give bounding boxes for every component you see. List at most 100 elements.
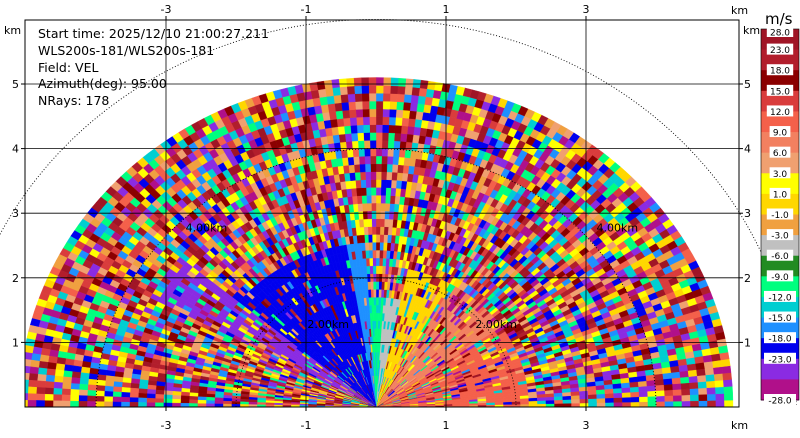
velocity-cell	[375, 163, 382, 172]
velocity-cell	[630, 391, 640, 398]
velocity-cell	[356, 195, 363, 205]
velocity-cell	[338, 78, 348, 88]
velocity-cell	[379, 242, 384, 251]
velocity-cell	[371, 226, 377, 235]
velocity-cell	[350, 124, 358, 134]
velocity-cell	[705, 373, 716, 382]
velocity-cell	[362, 218, 369, 228]
velocity-cell	[382, 85, 391, 94]
velocity-cell	[351, 140, 359, 150]
velocity-cell	[672, 383, 682, 391]
velocity-cell	[621, 391, 632, 398]
velocity-cell	[416, 103, 425, 113]
velocity-cell	[411, 86, 420, 96]
velocity-cell	[393, 140, 401, 150]
velocity-cell	[419, 79, 429, 90]
velocity-cell	[349, 117, 358, 126]
velocity-cell	[689, 388, 699, 396]
velocity-cell	[520, 400, 530, 405]
velocity-cell	[384, 210, 390, 220]
velocity-cell	[396, 101, 404, 111]
velocity-cell	[375, 343, 378, 353]
velocity-cell	[369, 124, 377, 133]
velocity-cell	[385, 187, 392, 196]
velocity-cell	[350, 132, 359, 142]
velocity-cell	[425, 88, 435, 98]
velocity-cell	[379, 218, 385, 227]
velocity-cell	[382, 257, 387, 267]
velocity-cell	[722, 372, 732, 381]
velocity-cell	[621, 387, 631, 393]
velocity-cell	[388, 218, 394, 228]
velocity-cell	[364, 163, 371, 173]
velocity-cell	[375, 297, 379, 306]
velocity-cell	[358, 148, 365, 157]
velocity-cell	[372, 257, 377, 266]
velocity-cell	[375, 202, 381, 212]
velocity-cell	[385, 179, 392, 189]
velocity-cell	[370, 155, 377, 165]
velocity-cell	[562, 402, 572, 407]
velocity-cell	[545, 399, 555, 404]
velocity-cell	[715, 386, 725, 395]
velocity-cell	[355, 108, 364, 118]
velocity-cell	[698, 400, 708, 407]
velocity-cell	[364, 155, 371, 165]
velocity-cell	[378, 265, 383, 275]
velocity-cell	[375, 108, 384, 118]
velocity-cell	[545, 403, 555, 407]
velocity-cell	[375, 92, 384, 102]
velocity-cell	[381, 155, 388, 165]
velocity-cell	[354, 93, 363, 102]
velocity-cell	[715, 400, 725, 407]
velocity-cell	[371, 234, 377, 243]
velocity-cell	[418, 87, 428, 97]
velocity-cell	[378, 257, 384, 267]
velocity-cell	[404, 149, 412, 159]
velocity-cell	[380, 171, 387, 180]
velocity-cell	[637, 380, 648, 387]
velocity-cell	[388, 211, 395, 220]
velocity-cell	[394, 124, 402, 134]
velocity-cell	[664, 395, 674, 402]
velocity-cell	[370, 171, 377, 180]
velocity-cell	[355, 187, 362, 197]
velocity-cell	[715, 393, 725, 401]
velocity-cell	[373, 297, 377, 306]
velocity-cell	[381, 140, 389, 149]
velocity-cell	[373, 312, 377, 321]
velocity-cell	[706, 387, 716, 395]
velocity-cell	[663, 383, 674, 391]
velocity-cell	[647, 401, 657, 407]
velocity-cell	[375, 226, 381, 235]
velocity-cell	[362, 124, 371, 133]
velocity-cell	[348, 109, 357, 119]
velocity-cell	[388, 124, 396, 134]
velocity-cell	[612, 387, 623, 394]
velocity-cell	[382, 116, 390, 126]
velocity-cell	[375, 249, 380, 259]
velocity-cell	[604, 392, 615, 399]
velocity-cell	[372, 265, 377, 274]
velocity-cell	[379, 226, 385, 235]
velocity-cell	[389, 93, 398, 102]
velocity-cell	[401, 117, 410, 127]
velocity-cell	[364, 147, 371, 157]
velocity-cell	[409, 102, 418, 112]
velocity-cell	[332, 86, 341, 96]
velocity-cell	[414, 118, 423, 128]
velocity-cell	[358, 155, 366, 165]
velocity-cell	[386, 171, 393, 181]
velocity-cell	[392, 148, 400, 158]
velocity-cell	[681, 394, 691, 402]
velocity-cell	[377, 312, 381, 322]
velocity-cell	[570, 394, 581, 400]
velocity-cell	[378, 281, 382, 290]
velocity-cell	[389, 85, 399, 95]
velocity-cell	[362, 108, 370, 118]
velocity-cell	[381, 124, 390, 133]
velocity-cell	[373, 289, 377, 298]
velocity-cell	[390, 77, 399, 87]
velocity-cell	[713, 366, 723, 375]
velocity-cell	[554, 403, 564, 407]
